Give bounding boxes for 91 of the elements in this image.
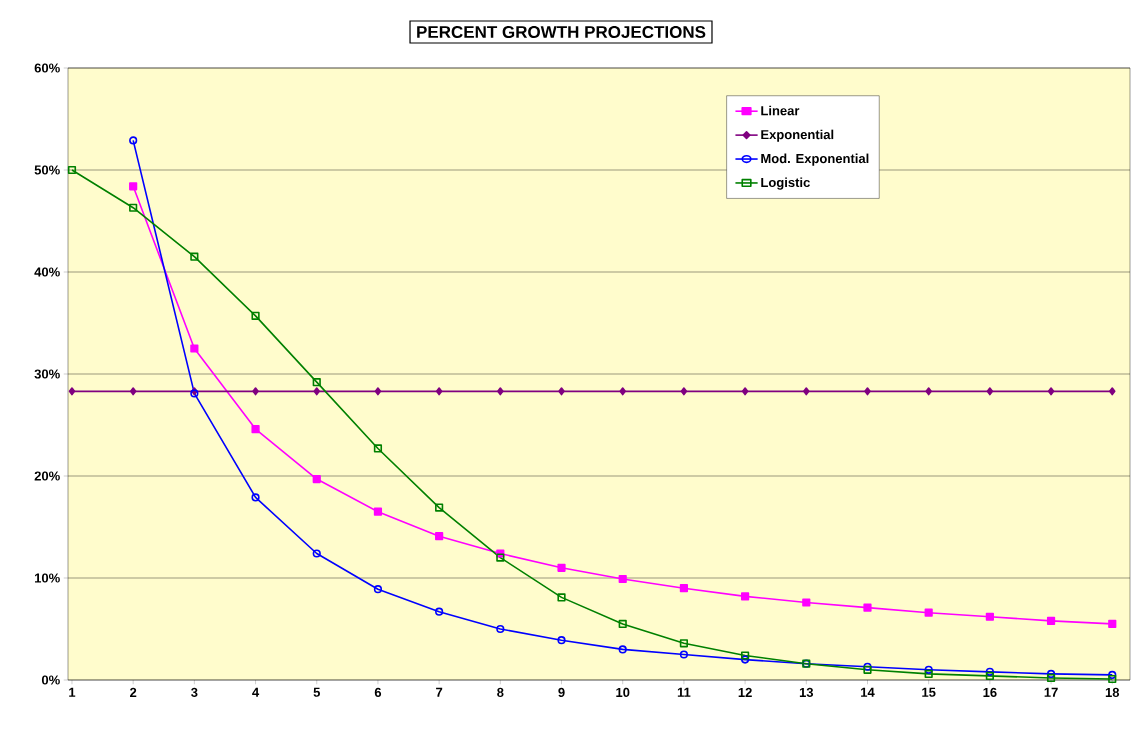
- point: [373, 585, 383, 594]
- x-tick-label: 11: [677, 687, 691, 697]
- point: [251, 424, 260, 434]
- x-tick-label: 10: [616, 687, 630, 697]
- point: [435, 607, 444, 616]
- x-tick-label: 8: [497, 687, 504, 697]
- point: [129, 182, 138, 191]
- point: [679, 639, 689, 648]
- x-tick-label: 4: [252, 687, 260, 697]
- point: [925, 387, 932, 396]
- point: [924, 665, 933, 674]
- point: [924, 669, 933, 678]
- point: [129, 387, 137, 396]
- point: [435, 503, 444, 512]
- legend-label: Exponential: [761, 129, 834, 142]
- point: [68, 387, 76, 396]
- point: [312, 378, 321, 387]
- y-tick-label: 10%: [35, 573, 60, 583]
- point: [802, 598, 811, 607]
- point: [1047, 387, 1055, 396]
- y-tick-label: 30%: [34, 369, 60, 379]
- y-tick-label: 0%: [41, 675, 60, 685]
- point: [557, 593, 566, 602]
- x-tick-label: 9: [558, 687, 565, 697]
- point: [129, 203, 138, 212]
- point: [374, 387, 382, 396]
- y-tick-label: 40%: [34, 267, 60, 277]
- point: [741, 592, 750, 601]
- point: [986, 387, 994, 396]
- y-tick-label: 60%: [34, 63, 60, 73]
- legend-label: Logistic: [761, 177, 810, 190]
- legend-label: Linear: [761, 105, 800, 116]
- x-tick-label: 5: [313, 687, 321, 697]
- x-tick-label: 3: [191, 687, 198, 698]
- point: [251, 493, 260, 502]
- point: [190, 252, 199, 261]
- point: [803, 387, 810, 396]
- point: [557, 563, 566, 572]
- point: [618, 574, 627, 584]
- point: [985, 667, 994, 676]
- point: [67, 165, 77, 175]
- point: [312, 474, 321, 484]
- point: [313, 387, 321, 396]
- point: [1046, 673, 1056, 683]
- x-tick-label: 17: [1044, 687, 1058, 697]
- point: [864, 387, 871, 396]
- x-tick-label: 6: [374, 687, 382, 697]
- point: [618, 645, 627, 654]
- point: [985, 612, 994, 621]
- point: [1046, 669, 1056, 678]
- x-tick-label: 15: [922, 687, 936, 697]
- point: [373, 444, 383, 453]
- point: [924, 608, 933, 617]
- x-tick-label: 2: [130, 687, 137, 697]
- x-tick-label: 1: [69, 687, 76, 697]
- x-tick-label: 7: [436, 687, 443, 697]
- point: [618, 619, 627, 628]
- point: [985, 671, 994, 681]
- point: [741, 387, 749, 396]
- point: [435, 532, 444, 541]
- point: [680, 387, 688, 396]
- x-tick-label: 16: [983, 687, 997, 697]
- point: [741, 651, 750, 660]
- point: [190, 344, 199, 353]
- y-tick-label: 50%: [34, 165, 60, 175]
- point: [679, 650, 689, 659]
- point: [679, 584, 689, 593]
- x-tick-label: 12: [738, 687, 752, 697]
- point: [1046, 616, 1056, 625]
- point: [619, 387, 626, 396]
- x-tick-label: 18: [1105, 687, 1120, 697]
- point: [496, 624, 505, 634]
- point: [496, 553, 505, 562]
- point: [435, 387, 443, 396]
- point: [373, 507, 383, 516]
- point: [251, 311, 260, 320]
- point: [1108, 674, 1117, 684]
- point: [252, 387, 259, 396]
- point: [741, 655, 750, 664]
- x-tick-label: 13: [799, 687, 814, 698]
- y-tick-label: 20%: [34, 471, 60, 481]
- point: [312, 549, 321, 558]
- x-tick-label: 14: [861, 687, 875, 697]
- point: [558, 387, 565, 396]
- point: [557, 636, 566, 645]
- point: [1108, 619, 1117, 628]
- chart-title: PERCENT GROWTH PROJECTIONS: [417, 25, 706, 39]
- legend-label: Mod. Exponential: [761, 153, 869, 166]
- point: [497, 387, 504, 396]
- point: [863, 603, 872, 612]
- point: [1108, 387, 1116, 396]
